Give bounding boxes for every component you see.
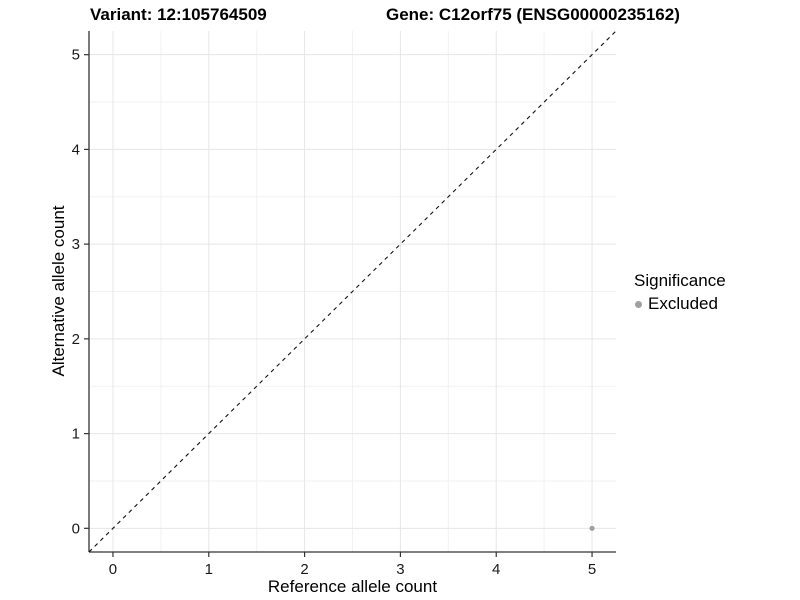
x-tick-label: 2 xyxy=(300,561,308,578)
y-tick-label: 3 xyxy=(72,236,80,253)
x-tick-label: 5 xyxy=(588,561,596,578)
x-tick-labels: 0 1 2 3 4 5 xyxy=(109,561,596,578)
legend-item-label: Excluded xyxy=(648,294,718,313)
legend-title: Significance xyxy=(634,271,726,290)
data-point-excluded xyxy=(589,525,595,531)
x-tick-label: 4 xyxy=(492,561,500,578)
data-points xyxy=(589,525,595,531)
x-tick-label: 0 xyxy=(109,561,117,578)
y-axis-title: Alternative allele count xyxy=(49,205,68,377)
y-tick-label: 1 xyxy=(72,426,80,443)
axis-lines xyxy=(88,31,616,553)
x-tick-label: 1 xyxy=(205,561,213,578)
y-tick-label: 4 xyxy=(72,141,80,158)
x-tick-label: 3 xyxy=(396,561,404,578)
legend: Significance Excluded xyxy=(634,271,726,314)
identity-dashed-line xyxy=(88,30,617,553)
plot-title-variant: Variant: 12:105764509 xyxy=(90,5,267,24)
y-tick-label: 2 xyxy=(72,331,80,348)
y-tick-label: 0 xyxy=(72,520,80,537)
plot-title-gene: Gene: C12orf75 (ENSG00000235162) xyxy=(386,5,680,24)
x-axis-title: Reference allele count xyxy=(267,577,438,596)
grid-major xyxy=(89,31,616,552)
grid-minor xyxy=(89,31,616,552)
legend-point-icon xyxy=(635,300,642,308)
y-tick-label: 5 xyxy=(72,47,80,64)
y-tick-labels: 0 1 2 3 4 5 xyxy=(72,47,80,538)
axis-ticks xyxy=(84,54,593,557)
legend-item-excluded: Excluded xyxy=(635,294,726,314)
